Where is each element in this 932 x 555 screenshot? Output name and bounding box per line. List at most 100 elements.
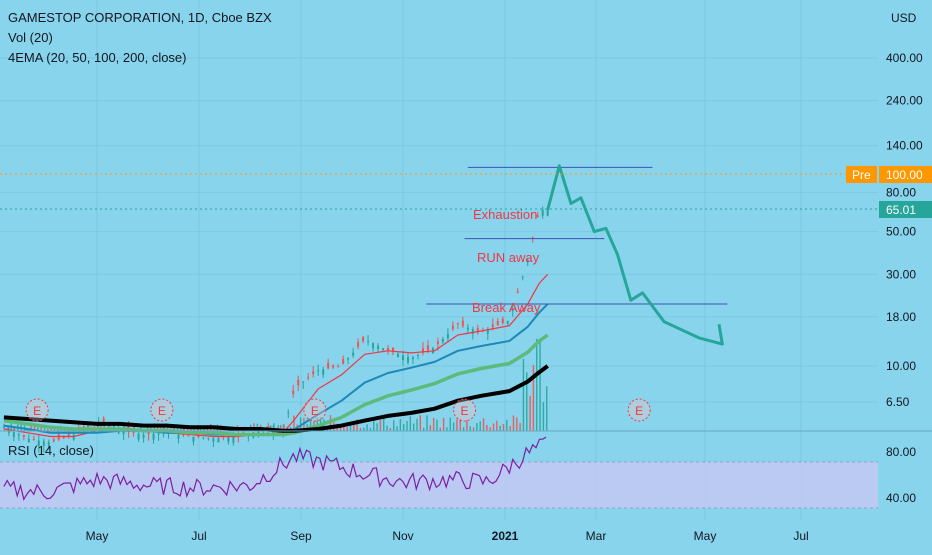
volume-bar <box>349 425 352 431</box>
candle-body <box>212 438 215 442</box>
candle-body <box>142 434 145 438</box>
volume-bar <box>146 426 149 431</box>
candle-body <box>297 379 300 386</box>
time-tick-label: 2021 <box>492 529 519 543</box>
time-axis[interactable]: May Jul Sep Nov 2021 Mar May Jul <box>86 529 809 543</box>
earnings-marker <box>303 398 327 422</box>
volume-bar <box>386 425 388 431</box>
rsi-label[interactable]: RSI (14, close) <box>8 443 94 458</box>
volume-bar <box>422 427 425 431</box>
volume-bar <box>429 425 432 431</box>
candle-body <box>162 432 165 434</box>
annotation-run-away: RUN away <box>477 250 540 265</box>
candle-body <box>521 276 524 278</box>
ema-label[interactable]: 4EMA (20, 50, 100, 200, close) <box>8 50 187 65</box>
price-axis[interactable]: 400.00 240.00 140.00 80.00 50.00 30.00 18.00 10… <box>886 51 923 409</box>
volume-bar <box>399 419 402 431</box>
volume-bar <box>379 420 382 431</box>
volume-bar <box>419 415 422 431</box>
volume-bar <box>532 365 535 431</box>
candle-body <box>511 309 514 312</box>
candle-body <box>47 442 50 446</box>
candle-body <box>317 370 320 372</box>
candle-body <box>397 353 400 358</box>
pre-badge-value: 100.00 <box>886 168 923 182</box>
price-tick-label: 140.00 <box>886 139 923 153</box>
projection-line <box>546 164 724 346</box>
volume-bar <box>293 415 295 431</box>
volume-bar <box>346 426 348 431</box>
candle-body <box>382 348 385 351</box>
volume-bar <box>536 338 538 431</box>
volume-bar <box>476 422 478 431</box>
candle-body <box>536 215 539 217</box>
grid <box>0 0 878 520</box>
candle-body <box>541 209 544 216</box>
candle-body <box>27 438 30 442</box>
volume-bar <box>376 423 378 431</box>
candle-body <box>436 341 439 345</box>
annotation-exhaustion: Exhaustion <box>473 207 537 222</box>
candle-body <box>377 345 380 349</box>
candle-body <box>257 431 260 434</box>
candle-body <box>52 439 55 442</box>
currency-label[interactable]: USD <box>891 11 917 25</box>
candle-body <box>347 358 350 360</box>
earnings-marker <box>627 398 651 422</box>
legend[interactable]: GAMESTOP CORPORATION, 1D, Cboe BZX Vol (… <box>8 10 272 458</box>
volume-bar <box>456 419 458 431</box>
candle-body <box>466 327 469 330</box>
candle-body <box>416 354 419 356</box>
volume-bar <box>393 420 395 431</box>
volume-bar <box>47 428 49 431</box>
candle-body <box>352 352 355 356</box>
volume-bar <box>279 424 282 431</box>
volume-bar <box>506 419 508 431</box>
price-tick-label: 6.50 <box>886 395 910 409</box>
candle-body <box>332 365 335 368</box>
volume-bar <box>542 402 545 431</box>
chart-title[interactable]: GAMESTOP CORPORATION, 1D, Cboe BZX <box>8 10 272 25</box>
price-tick-label: 30.00 <box>886 267 916 281</box>
candle-body <box>307 377 310 379</box>
volume-bar <box>489 427 491 431</box>
volume-bar <box>366 424 368 431</box>
volume-bar <box>373 417 375 431</box>
candle-body <box>322 369 325 375</box>
candle-body <box>232 436 235 443</box>
volume-bar <box>519 423 521 431</box>
volume-bar <box>13 427 16 431</box>
volume-bar <box>403 424 405 431</box>
candle-body <box>506 320 509 324</box>
candle-body <box>12 432 15 438</box>
candle-body <box>476 328 479 332</box>
candle-body <box>22 435 25 437</box>
candle-body <box>342 358 345 365</box>
volume-bar <box>436 419 438 431</box>
rsi-tick-40: 40.00 <box>886 491 916 505</box>
candle-body <box>157 433 160 435</box>
volume-bar <box>466 419 468 431</box>
pre-badge-label: Pre <box>852 168 871 182</box>
volume-bar <box>406 420 408 431</box>
volume-bar <box>412 423 415 431</box>
volume-bar <box>442 417 445 431</box>
candle-body <box>2 427 5 429</box>
price-tick-label: 400.00 <box>886 51 923 65</box>
price-tick-label: 240.00 <box>886 94 923 108</box>
currency-text: USD <box>891 11 917 25</box>
rsi-line <box>3 436 547 501</box>
volume-bar <box>472 427 475 431</box>
candle-body <box>217 438 220 443</box>
candle-body <box>42 441 45 446</box>
candle-body <box>192 436 195 442</box>
candle-body <box>147 431 150 435</box>
candle-body <box>102 418 105 424</box>
volume-label[interactable]: Vol (20) <box>8 30 53 45</box>
volume-bar <box>180 426 182 431</box>
candle-body <box>461 320 464 326</box>
earnings-marker <box>453 398 477 422</box>
rsi-axis: 80.00 40.00 <box>886 445 916 505</box>
